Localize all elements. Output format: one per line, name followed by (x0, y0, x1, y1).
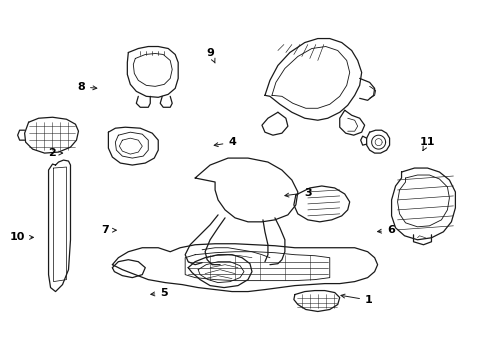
Text: 11: 11 (419, 138, 434, 150)
Text: 3: 3 (285, 188, 311, 198)
Text: 1: 1 (340, 294, 372, 305)
Text: 4: 4 (214, 138, 236, 147)
Text: 7: 7 (102, 225, 116, 235)
Text: 10: 10 (10, 232, 33, 242)
Text: 6: 6 (377, 225, 394, 235)
Text: 2: 2 (48, 148, 62, 158)
Text: 9: 9 (206, 48, 215, 63)
Text: 5: 5 (150, 288, 167, 298)
Text: 8: 8 (77, 82, 97, 92)
